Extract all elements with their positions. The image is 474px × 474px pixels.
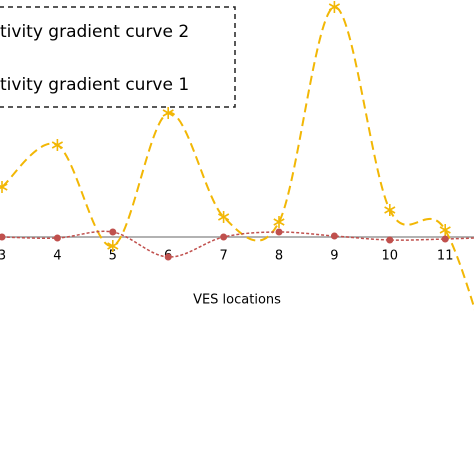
point: [273, 216, 285, 228]
x-tick-label: 10: [382, 249, 399, 264]
legend-label: tivity gradient curve 2: [0, 22, 189, 42]
point-stroke: [439, 226, 451, 234]
point: [53, 234, 61, 242]
point: [441, 235, 449, 243]
x-tick-label: 4: [53, 249, 61, 264]
point: [107, 240, 119, 252]
point: [328, 1, 340, 13]
x-tick-label: 3: [0, 249, 6, 264]
point-stroke: [0, 183, 8, 190]
point: [51, 139, 63, 151]
x-axis-label: VES locations: [193, 293, 281, 308]
point: [439, 224, 451, 236]
legend-label: tivity gradient curve 1: [0, 75, 189, 95]
x-tick-label: 5: [109, 249, 117, 264]
point-stroke: [384, 206, 396, 214]
x-tick-label: 11: [437, 249, 454, 264]
point-stroke: [218, 213, 230, 221]
point: [164, 253, 172, 261]
x-tick-label: 7: [219, 249, 227, 264]
point-stroke: [107, 242, 119, 250]
x-tick-label: 9: [330, 249, 338, 264]
series-line: [1, 5, 474, 311]
legend-box: [0, 6, 236, 108]
point-stroke: [273, 218, 285, 226]
point: [330, 232, 338, 240]
point-stroke: [162, 109, 174, 117]
point: [220, 233, 228, 241]
point-stroke: [328, 3, 340, 11]
point: [386, 236, 394, 244]
point: [384, 204, 396, 216]
point: [109, 228, 117, 236]
point: [218, 211, 230, 223]
x-tick-label: 8: [275, 249, 283, 264]
point: [162, 107, 174, 119]
point: [0, 181, 8, 193]
point-stroke: [51, 141, 63, 149]
series-line: [1, 230, 474, 258]
point: [275, 228, 283, 236]
point: [0, 233, 6, 241]
